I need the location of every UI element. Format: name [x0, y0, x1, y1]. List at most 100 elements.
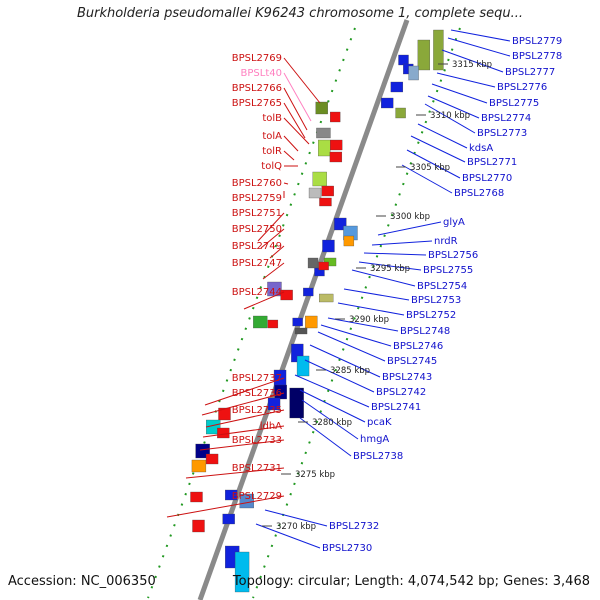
- gene-label-bpsl2736[interactable]: BPSL2736: [232, 388, 282, 399]
- label-leader-line: [301, 399, 359, 440]
- gene-label-bpsl2732[interactable]: BPSL2732: [329, 521, 379, 532]
- lime-gene-block: [312, 171, 327, 187]
- accession-text: Accession: NC_006350: [8, 574, 156, 589]
- label-leader-line: [283, 150, 295, 161]
- kbp-tick-label: 3310 kbp: [430, 111, 470, 121]
- label-leader-line: [283, 182, 289, 185]
- gene-label-bpsl2779[interactable]: BPSL2779: [512, 36, 562, 47]
- gene-label-bpsl2729[interactable]: BPSL2729: [232, 491, 282, 502]
- gene-label-bpsl2741[interactable]: BPSL2741: [371, 402, 421, 413]
- label-leader-line: [410, 135, 466, 163]
- dark-blue-gene-block: [274, 384, 287, 400]
- orange-gene-block: [191, 459, 207, 473]
- gene-label-bpsl2746[interactable]: BPSL2746: [393, 341, 443, 352]
- reverse-gene-arrow: [225, 489, 238, 501]
- gene-label-bpsl2766[interactable]: BPSL2766: [232, 83, 282, 94]
- label-leader-line: [327, 317, 399, 332]
- gene-label-bpsl2751[interactable]: BPSL2751: [232, 208, 282, 219]
- gene-label-bpsl2774[interactable]: BPSL2774: [481, 113, 531, 124]
- gene-label-bpsl2748[interactable]: BPSL2748: [400, 326, 450, 337]
- olive-gene-block: [417, 39, 431, 71]
- gene-label-bpsl2731[interactable]: BPSL2731: [232, 463, 282, 474]
- label-leader-line: [204, 377, 285, 406]
- kbp-tick-label: 3290 kbp: [349, 315, 389, 325]
- gene-label-bpsl2765[interactable]: BPSL2765: [232, 98, 282, 109]
- gene-label-bpsl2759[interactable]: BPSL2759: [232, 193, 282, 204]
- gene-label-hmga[interactable]: hmgA: [360, 434, 389, 445]
- reverse-gene-arrow: [303, 287, 314, 297]
- lime-gene-block: [318, 139, 331, 157]
- gene-label-nrdr[interactable]: nrdR: [434, 236, 458, 247]
- kbp-tick-label: 3315 kbp: [452, 60, 492, 70]
- gene-label-bpslt40[interactable]: BPSLt40: [241, 68, 282, 79]
- gene-label-ldha[interactable]: ldhA: [260, 421, 282, 432]
- gene-label-bpsl2737[interactable]: BPSL2737: [232, 373, 282, 384]
- gene-label-bpsl2749[interactable]: BPSL2749: [232, 241, 282, 252]
- gene-label-bpsl2756[interactable]: BPSL2756: [428, 250, 478, 261]
- gene-label-bpsl2760[interactable]: BPSL2760: [232, 178, 282, 189]
- gene-label-bpsl2743[interactable]: BPSL2743: [382, 372, 432, 383]
- label-leader-line: [205, 409, 285, 428]
- label-leader-line: [427, 95, 480, 119]
- gene-label-bpsl2770[interactable]: BPSL2770: [462, 173, 512, 184]
- label-leader-line: [351, 269, 416, 287]
- kbp-tick-label: 3270 kbp: [276, 522, 316, 532]
- gene-label-bpsl2745[interactable]: BPSL2745: [387, 356, 437, 367]
- gene-label-bpsl2738[interactable]: BPSL2738: [353, 451, 403, 462]
- gene-label-bpsl2730[interactable]: BPSL2730: [322, 543, 372, 554]
- gene-label-bpsl2750[interactable]: BPSL2750: [232, 224, 282, 235]
- gene-label-bpsl2776[interactable]: BPSL2776: [497, 82, 547, 93]
- gene-label-glya[interactable]: glyA: [443, 217, 465, 228]
- gene-label-tolr[interactable]: tolR: [262, 146, 282, 157]
- label-leader-line: [450, 29, 511, 42]
- forward-gene-arrow: [267, 319, 279, 329]
- reverse-gene-arrow: [222, 513, 235, 525]
- gene-label-bpsl2771[interactable]: BPSL2771: [467, 157, 517, 168]
- reverse-gene-arrow: [390, 81, 404, 93]
- gray-blue-gene-block: [408, 65, 419, 81]
- green-gene-block: [253, 315, 268, 329]
- gene-label-bpsl2753[interactable]: BPSL2753: [411, 295, 461, 306]
- label-leader-line: [166, 495, 285, 518]
- gene-label-bpsl2768[interactable]: BPSL2768: [454, 188, 504, 199]
- label-leader-line: [202, 425, 285, 438]
- chromosome-backbone: [197, 19, 410, 600]
- cyan-gene-block: [296, 355, 310, 377]
- gene-label-bpsl2754[interactable]: BPSL2754: [417, 281, 467, 292]
- gene-label-pcak[interactable]: pcaK: [367, 417, 392, 428]
- label-leader-line: [185, 467, 285, 479]
- gene-label-bpsl2752[interactable]: BPSL2752: [406, 310, 456, 321]
- gene-label-tolb[interactable]: tolB: [262, 113, 282, 124]
- gene-label-bpsl2778[interactable]: BPSL2778: [512, 51, 562, 62]
- kbp-tick-label: 3300 kbp: [390, 212, 430, 222]
- forward-gene-arrow: [330, 111, 341, 123]
- gene-label-bpsl2777[interactable]: BPSL2777: [505, 67, 555, 78]
- label-leader-line: [358, 261, 422, 271]
- gene-label-bpsl2742[interactable]: BPSL2742: [376, 387, 426, 398]
- gene-label-bpsl2773[interactable]: BPSL2773: [477, 128, 527, 139]
- label-leader-line: [424, 103, 476, 134]
- gene-label-bpsl2747[interactable]: BPSL2747: [232, 258, 282, 269]
- gray-gene-block: [316, 127, 331, 139]
- gene-label-tolq[interactable]: tolQ: [261, 161, 282, 172]
- gray-gene-block: [294, 327, 308, 335]
- gene-label-bpsl2755[interactable]: BPSL2755: [423, 265, 473, 276]
- gene-label-tola[interactable]: tolA: [262, 131, 282, 142]
- gene-label-bpsl2775[interactable]: BPSL2775: [489, 98, 539, 109]
- label-leader-line: [260, 228, 285, 249]
- reverse-gene-arrow: [381, 97, 394, 109]
- label-leader-line: [441, 49, 504, 73]
- label-leader-line: [431, 83, 488, 104]
- reverse-gene-arrow: [267, 397, 281, 411]
- forward-gene-arrow: [319, 197, 332, 207]
- khaki-gene-block: [319, 293, 334, 303]
- gene-label-bpsl2735[interactable]: BPSL2735: [232, 405, 282, 416]
- gene-label-kdsa[interactable]: kdsA: [469, 143, 493, 154]
- gene-labels: BPSL2769 BPSLt40 BPSL2766 BPSL2765 tolB tolA t…: [232, 36, 563, 554]
- cyan-gene-block: [234, 551, 250, 593]
- gene-label-bpsl2744[interactable]: BPSL2744: [232, 287, 282, 298]
- reverse-gene-arrow: [398, 54, 409, 66]
- gene-label-bpsl2769[interactable]: BPSL2769: [232, 53, 282, 64]
- gene-label-bpsl2733[interactable]: BPSL2733: [232, 435, 282, 446]
- label-leader-line: [283, 117, 310, 145]
